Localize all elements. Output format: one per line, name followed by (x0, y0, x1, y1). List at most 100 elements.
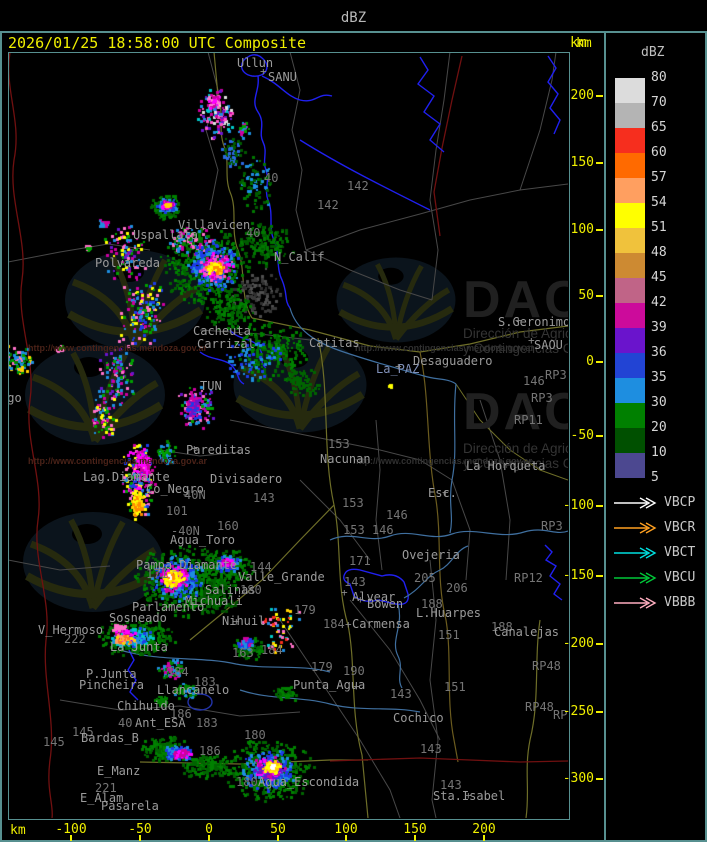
map-place-label: 188 (491, 620, 513, 634)
right-axis-tick (596, 643, 603, 645)
radar-map-display[interactable]: DACCDACCDirección de Agriculturay Contin… (8, 52, 568, 818)
map-place-label: La Junta (110, 640, 168, 654)
map-place-label: Llancanelo (157, 683, 230, 697)
map-place-label: 160 (217, 519, 239, 533)
map-place-label: 183 (196, 716, 218, 730)
watermark-url: http://www.contingencias.mendoza.gov.ar (28, 456, 208, 466)
legend-panel: dBZ 80 70 65 60 57 54 51 48 45 42 39 36 35 30 20 10 5 VBC… (605, 31, 705, 840)
right-axis-tick-label: -100 (562, 498, 594, 513)
right-axis-tick (596, 229, 603, 231)
map-place-label: Pasarela (101, 799, 159, 813)
map-place-label: 171 (349, 554, 371, 568)
map-place-label: 206 (446, 581, 468, 595)
bottom-axis-tick-label: 200 (472, 822, 496, 837)
map-place-label: Ovejeria (402, 548, 460, 562)
station-cross-marker: + (528, 334, 535, 347)
map-place-label: Pincheira (79, 678, 145, 692)
colorbar-swatch (615, 253, 645, 278)
map-place-label: Cochico (393, 711, 444, 725)
colorbar-value: 39 (651, 320, 667, 335)
map-place-label: RP3 (545, 368, 567, 382)
map-place-label: Villavicen (178, 218, 251, 232)
dacc-watermark-text: DACC (463, 383, 568, 441)
bottom-axis-tick-label: 0 (205, 822, 213, 837)
map-place-label: E_Manz (97, 764, 141, 778)
right-axis-tick (596, 435, 603, 437)
radar-echo-layer (8, 52, 568, 818)
colorbar-swatch (615, 428, 645, 453)
colorbar-swatch (615, 453, 645, 478)
vector-row: VBCR (613, 520, 703, 534)
bottom-axis-tick-label: 150 (403, 822, 427, 837)
station-cross-marker: + (191, 442, 198, 455)
map-place-label: Esc. (428, 486, 457, 500)
map-place-label: N_Calif (274, 250, 325, 264)
vector-arrow-icon (614, 497, 657, 509)
map-place-label: La_PAZ (376, 362, 420, 376)
map-place-label: Divisadero (210, 472, 283, 486)
panel-divider (604, 31, 606, 840)
map-place-label: SAOU (534, 338, 563, 352)
vector-arrow-icon (614, 522, 657, 534)
outer-frame (0, 31, 707, 842)
map-place-label: 143 (344, 575, 366, 589)
map-place-label: 40 (246, 226, 261, 240)
dacc-watermark-caption: y Contingencias Climáticas (463, 341, 568, 356)
map-place-label: L.Huarpes (416, 606, 482, 620)
colorbar-value: 5 (651, 470, 659, 485)
vector-label: VBCP (664, 495, 696, 510)
vector-arrow-icon (614, 597, 657, 609)
map-place-label: 186 (199, 744, 221, 758)
map-place-label: Carmensa (352, 617, 410, 631)
watermark-url: http://www.contingencias.mendoza.gov.ar (28, 343, 208, 353)
colorbar-value: 36 (651, 345, 667, 360)
map-place-label: 180 (240, 583, 262, 597)
map-place-label: 40 (118, 716, 133, 730)
map-place-label: 151 (444, 680, 466, 694)
map-place-label: Co_Negro (146, 482, 204, 496)
map-place-label: 145 (43, 735, 65, 749)
map-place-label: Desaguadero (413, 354, 493, 368)
colorbar-value: 54 (651, 195, 667, 210)
station-cross-marker: + (341, 586, 348, 599)
vector-label: VBCT (664, 545, 696, 560)
bottom-axis-unit: km (10, 823, 26, 838)
vector-arrow-icon (614, 572, 657, 584)
colorbar-value: 48 (651, 245, 667, 260)
watermark-url: http://www.contingencias.mendoza.gov.ar (355, 343, 535, 353)
right-axis-tick (596, 361, 603, 363)
colorbar-swatch (615, 78, 645, 103)
right-axis-tick (596, 505, 603, 507)
map-place-label: Nihuil (222, 614, 266, 628)
map-place-label: Nacunan (320, 452, 371, 466)
colorbar-value: 42 (651, 295, 667, 310)
map-place-label: 183 (194, 675, 216, 689)
right-axis-tick-label: 0 (586, 354, 594, 369)
bottom-axis-tick (414, 835, 416, 841)
colorbar-value: 60 (651, 145, 667, 160)
map-place-label: TUN (200, 379, 222, 393)
right-axis-tick-label: -300 (562, 771, 594, 786)
page-title: dBZ (340, 10, 367, 26)
map-place-label: Polvareda (95, 256, 161, 270)
colorbar-value: 35 (651, 370, 667, 385)
map-place-label: 143 (420, 742, 442, 756)
right-axis-tick (596, 575, 603, 577)
map-place-label: Parlamento (132, 600, 205, 614)
map-place-label: Pareditas (186, 443, 252, 457)
station-cross-marker: + (233, 615, 240, 628)
map-place-label: 101 (166, 504, 188, 518)
vector-row: VBCT (613, 545, 703, 559)
bottom-axis-tick (345, 835, 347, 841)
map-place-label: Ullun (237, 56, 274, 70)
map-place-label: 143 (440, 778, 462, 792)
station-cross-marker: + (442, 486, 449, 499)
vector-row: VBCU (613, 570, 703, 584)
map-place-label: 186 (170, 707, 192, 721)
map-place-label: RP48 (525, 700, 554, 714)
colorbar-value: 30 (651, 395, 667, 410)
map-place-label: Valle_Grande (238, 570, 325, 584)
map-place-label: 143 (253, 491, 275, 505)
colorbar-title: dBZ (641, 45, 665, 60)
map-place-label: Uspallata (133, 228, 199, 242)
